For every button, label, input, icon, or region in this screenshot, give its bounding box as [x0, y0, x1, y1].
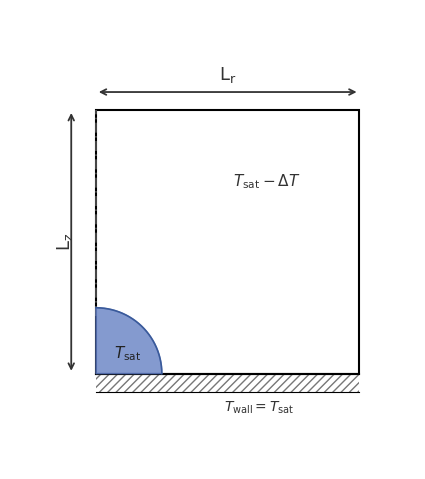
Bar	[96, 374, 360, 392]
Text: $T_{\mathrm{wall}} = T_{\mathrm{sat}}$: $T_{\mathrm{wall}} = T_{\mathrm{sat}}$	[224, 400, 295, 416]
Text: $T_{\mathrm{sat}} -\Delta T$: $T_{\mathrm{sat}} -\Delta T$	[233, 172, 300, 191]
Text: $\mathrm{L_r}$: $\mathrm{L_r}$	[219, 65, 236, 85]
Bar	[96, 110, 360, 374]
Text: $T_{\mathrm{sat}}$: $T_{\mathrm{sat}}$	[114, 344, 142, 363]
Polygon shape	[96, 308, 162, 374]
Text: $\mathrm{L_z}$: $\mathrm{L_z}$	[55, 233, 75, 251]
